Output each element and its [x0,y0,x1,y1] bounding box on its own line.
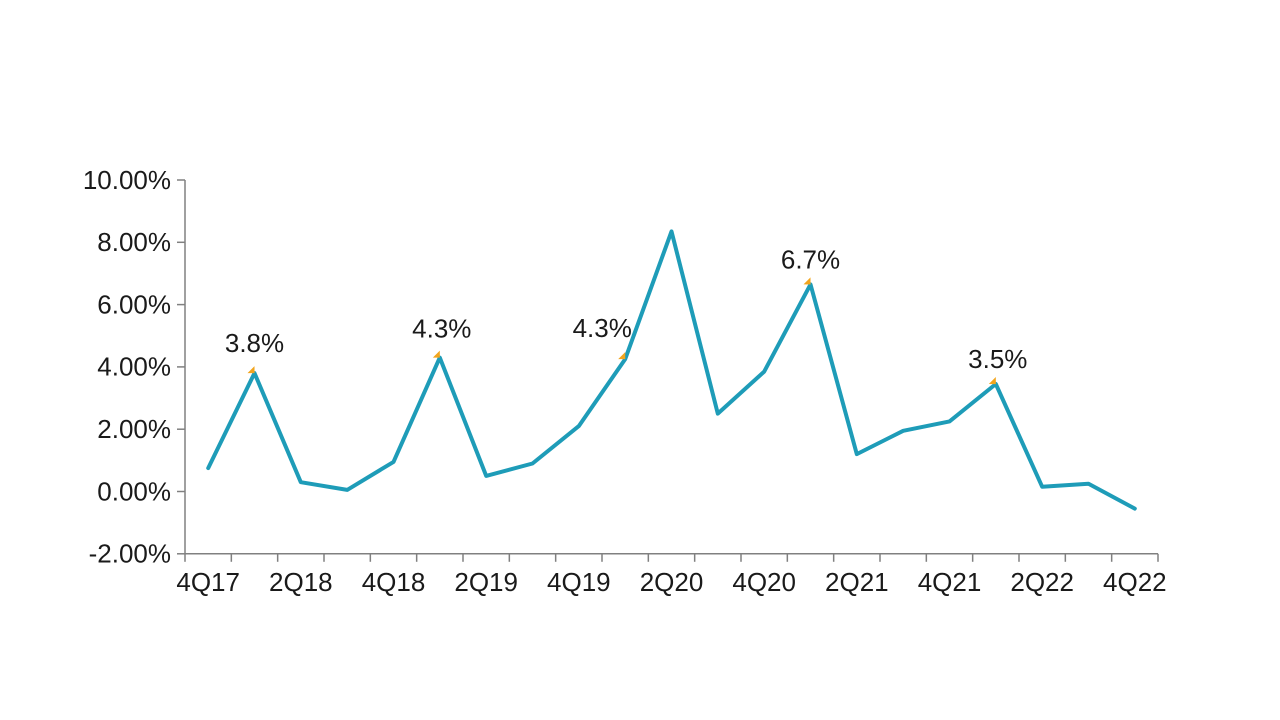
data-label: 4.3% [573,313,632,343]
highlight-marker [432,350,440,358]
x-axis-tick-label: 4Q21 [918,567,982,597]
highlight-marker [988,377,996,385]
y-axis-tick-label: 0.00% [97,476,171,506]
y-axis-tick-label: -2.00% [89,539,171,569]
series-line [206,229,1137,511]
x-axis-tick-label: 4Q19 [547,567,611,597]
y-axis-tick-label: 4.00% [97,352,171,382]
x-axis-tick-label: 2Q20 [640,567,704,597]
x-axis-tick-label: 4Q17 [176,567,240,597]
y-axis-tick-label: 6.00% [97,289,171,319]
y-axis-tick-label: 2.00% [97,414,171,444]
x-axis-tick-label: 2Q18 [269,567,333,597]
x-axis-tick-label: 4Q18 [362,567,426,597]
x-axis-tick-label: 4Q20 [732,567,796,597]
data-label: 3.5% [968,344,1027,374]
highlight-marker [247,366,255,374]
x-axis-tick-label: 2Q19 [454,567,518,597]
x-axis-tick-label: 2Q21 [825,567,889,597]
data-label: 6.7% [781,244,840,274]
x-axis-tick-label: 2Q22 [1010,567,1074,597]
y-axis-tick-label: 10.00% [83,165,171,195]
x-axis-tick-label: 4Q22 [1103,567,1167,597]
highlight-marker [618,352,626,360]
data-label: 3.8% [225,328,284,358]
highlight-marker [803,277,811,285]
y-axis-tick-label: 8.00% [97,227,171,257]
data-label: 4.3% [412,314,471,344]
